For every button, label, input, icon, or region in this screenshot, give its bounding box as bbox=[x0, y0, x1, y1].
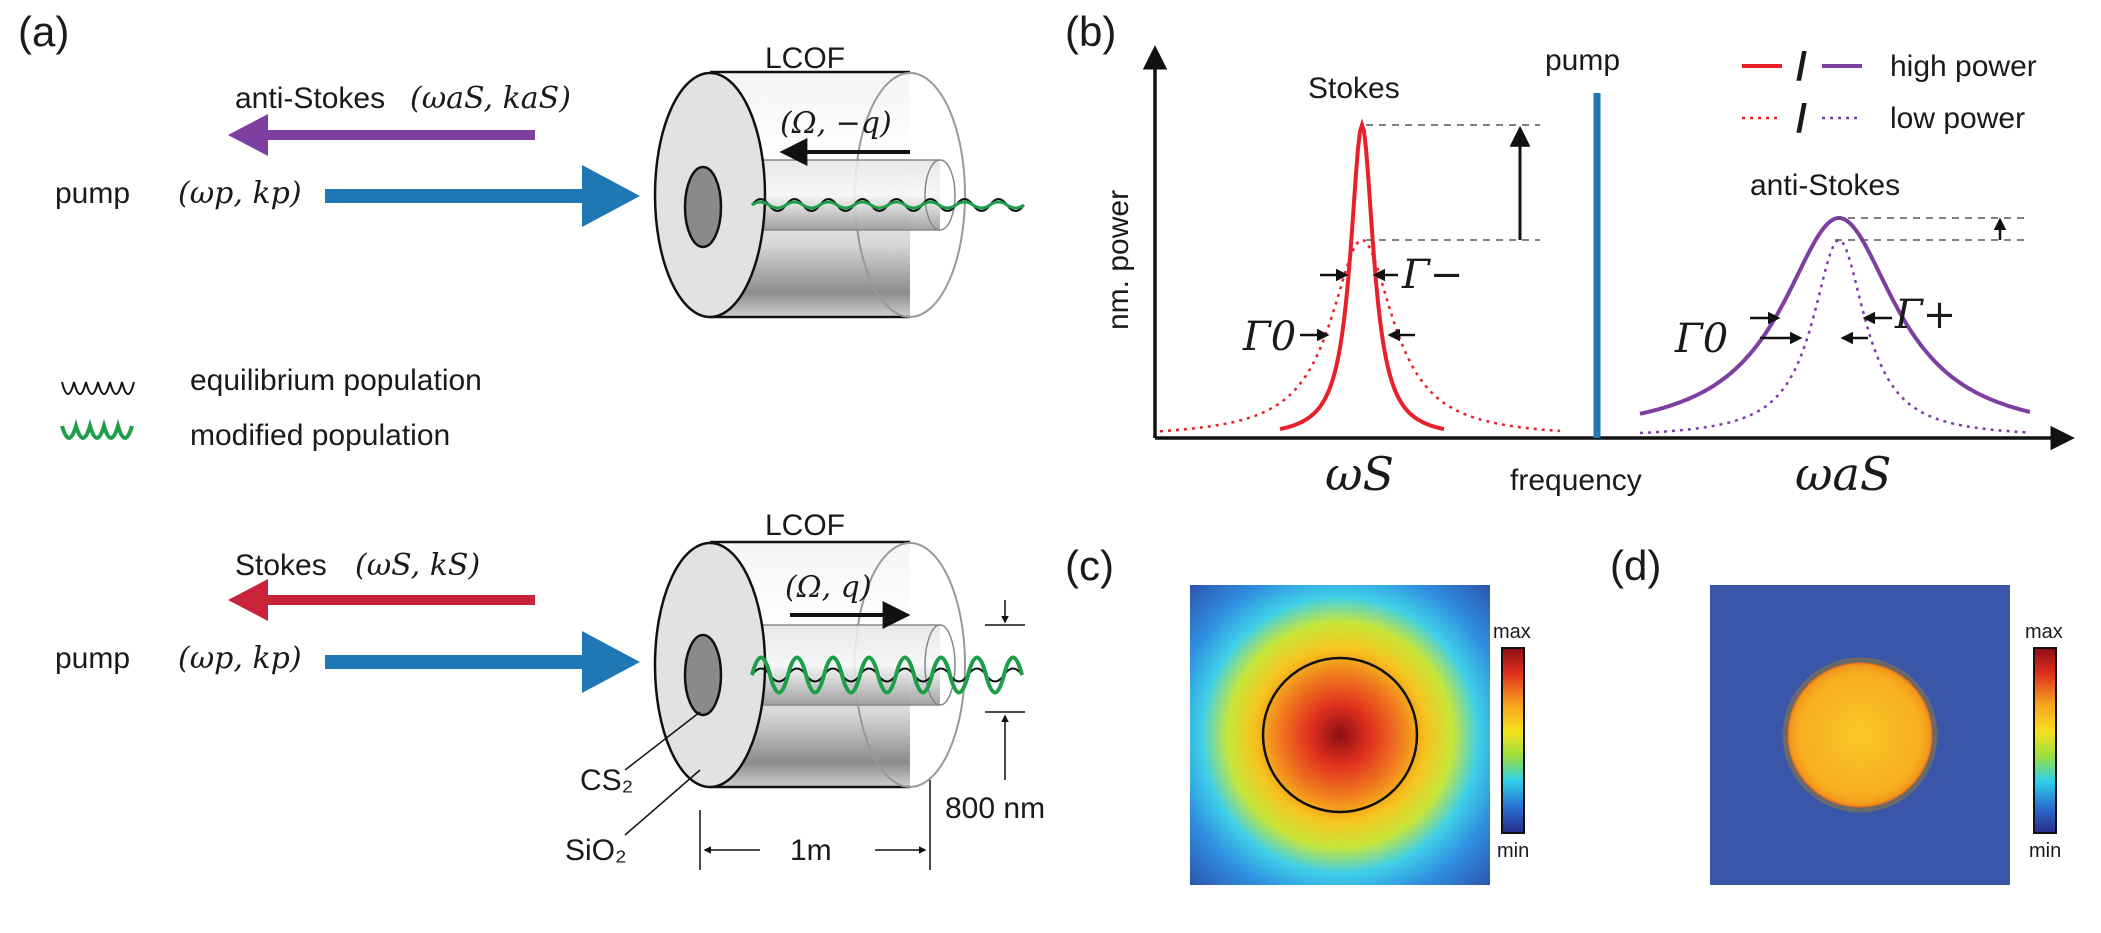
colorbar-c-max: max bbox=[1493, 621, 1531, 643]
y-axis-label: nm. power bbox=[1102, 190, 1135, 330]
panel-b-label: (b) bbox=[1065, 8, 1116, 55]
panel-c-label: (c) bbox=[1065, 542, 1114, 589]
x-axis-label: frequency bbox=[1510, 464, 1642, 497]
legend-low-label: low power bbox=[1890, 102, 2025, 135]
stokes-gamma0-label: Γ0 bbox=[1242, 314, 1296, 360]
legend-high-slash: / bbox=[1796, 45, 1807, 89]
modified-legend-wave bbox=[60, 418, 134, 440]
pump-math-bottom: (ωp, kp) bbox=[178, 641, 302, 676]
equilibrium-legend-wave bbox=[61, 381, 135, 395]
lcof-label-top: LCOF bbox=[765, 42, 845, 75]
anti-stokes-name-top: anti-Stokes bbox=[235, 82, 385, 115]
colorbar-c bbox=[1501, 647, 1525, 834]
core-material-label: CS₂ bbox=[580, 764, 633, 797]
panel-d-label: (d) bbox=[1610, 542, 1661, 589]
anti-stokes-math-top: (ωaS, kaS) bbox=[410, 81, 571, 116]
phonon-label-top: (Ω, −q) bbox=[780, 106, 892, 141]
equilibrium-wave-bottom bbox=[751, 667, 1023, 683]
omega-s-label: ωS bbox=[1325, 447, 1394, 501]
phonon-label-bottom: (Ω, q) bbox=[785, 570, 872, 605]
colorbar-d-max: max bbox=[2025, 621, 2063, 643]
stokes-math-bottom: (ωS, kS) bbox=[355, 548, 480, 583]
modified-legend-label: modified population bbox=[190, 419, 450, 452]
lcof-label-bottom: LCOF bbox=[765, 509, 845, 542]
diameter-label: 800 nm bbox=[945, 792, 1045, 825]
length-label: 1m bbox=[790, 834, 832, 867]
equilibrium-legend-label: equilibrium population bbox=[190, 364, 482, 397]
core-boundary-c bbox=[1261, 656, 1419, 814]
core-leader-line bbox=[624, 711, 701, 771]
cladding-material-label: SiO₂ bbox=[565, 834, 627, 867]
anti-stokes-low-power-curve bbox=[1639, 238, 2031, 435]
stokes-arrow-head bbox=[228, 579, 268, 621]
gamma-minus-label: Γ− bbox=[1401, 252, 1463, 298]
as-gamma0-label: Γ0 bbox=[1674, 316, 1728, 362]
anti-stokes-curve-label: anti-Stokes bbox=[1750, 169, 1900, 202]
anti-stokes-arrow-head bbox=[228, 114, 268, 156]
pump-name-bottom: pump bbox=[55, 642, 130, 675]
stokes-name-bottom: Stokes bbox=[235, 549, 327, 582]
pump-curve-label: pump bbox=[1545, 44, 1620, 77]
stokes-low-power-curve bbox=[1159, 238, 1561, 433]
colorbar-c-min: min bbox=[1497, 840, 1529, 862]
pump-arrow-head-top bbox=[582, 165, 640, 227]
colorbar-d-min: min bbox=[2029, 840, 2061, 862]
mode-profile-c bbox=[1190, 585, 1490, 885]
pump-arrow-head-bottom bbox=[582, 631, 640, 693]
gamma-plus-label: Γ+ bbox=[1894, 292, 1956, 338]
legend-high-label: high power bbox=[1890, 50, 2037, 83]
lcof-fiber-top bbox=[653, 70, 966, 319]
pump-math-top: (ωp, kp) bbox=[178, 176, 302, 211]
stokes-curve-label: Stokes bbox=[1308, 72, 1400, 105]
legend-low-slash: / bbox=[1796, 97, 1807, 141]
omega-as-label: ωaS bbox=[1795, 447, 1891, 501]
stokes-high-power-curve bbox=[1279, 118, 1445, 432]
modified-wave-bottom bbox=[750, 655, 1024, 695]
panel-a-label: (a) bbox=[18, 8, 69, 55]
modified-wave-top bbox=[751, 200, 1025, 210]
cladding-leader-line bbox=[624, 769, 701, 836]
colorbar-d bbox=[2033, 647, 2057, 834]
pump-name-top: pump bbox=[55, 177, 130, 210]
core-intensity-d bbox=[1782, 657, 1938, 813]
